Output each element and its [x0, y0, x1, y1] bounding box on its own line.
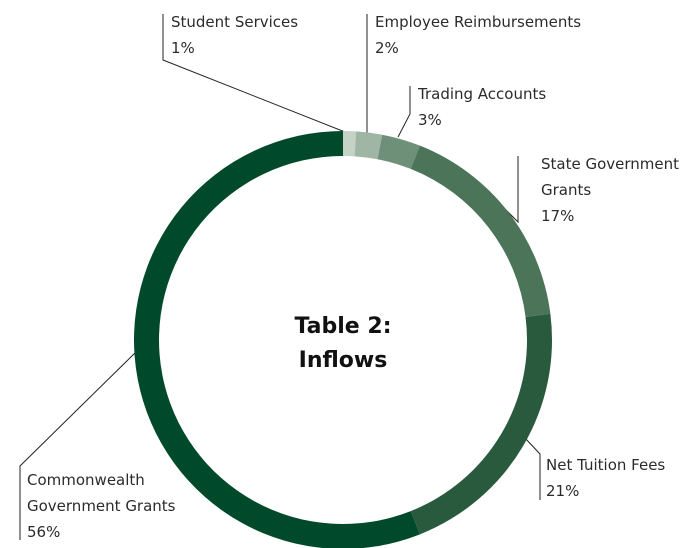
value-label: 2%: [375, 39, 399, 57]
donut-segment: [410, 313, 552, 535]
segment-label: Commonwealth Government Grants 56%: [27, 467, 202, 545]
segment-label: Student Services 1%: [171, 9, 298, 61]
category-label: State Government Grants: [541, 155, 680, 199]
donut-segment: [377, 134, 420, 169]
donut-segment: [343, 131, 357, 157]
leader-line: [162, 14, 346, 133]
value-label: 1%: [171, 39, 195, 57]
donut-segment: [354, 131, 383, 160]
value-label: 17%: [541, 207, 575, 225]
segment-label: State Government Grants 17%: [541, 151, 697, 229]
category-label: Employee Reimbursements: [375, 13, 582, 31]
value-label: 56%: [27, 523, 61, 541]
leader-line: [524, 437, 541, 500]
category-label: Commonwealth Government Grants: [27, 471, 176, 515]
value-label: 21%: [546, 482, 580, 500]
segment-label: Net Tuition Fees 21%: [546, 452, 665, 504]
category-label: Student Services: [171, 13, 299, 31]
donut-segment: [410, 145, 551, 317]
leader-line: [397, 86, 411, 138]
chart-title: Table 2: Inflows: [294, 314, 392, 373]
category-label: Net Tuition Fees: [546, 456, 666, 474]
leader-line: [19, 351, 137, 540]
value-label: 3%: [418, 111, 442, 129]
category-label: Trading Accounts: [418, 85, 547, 103]
segment-label: Trading Accounts 3%: [418, 81, 546, 133]
segment-label: Employee Reimbursements 2%: [375, 9, 581, 61]
